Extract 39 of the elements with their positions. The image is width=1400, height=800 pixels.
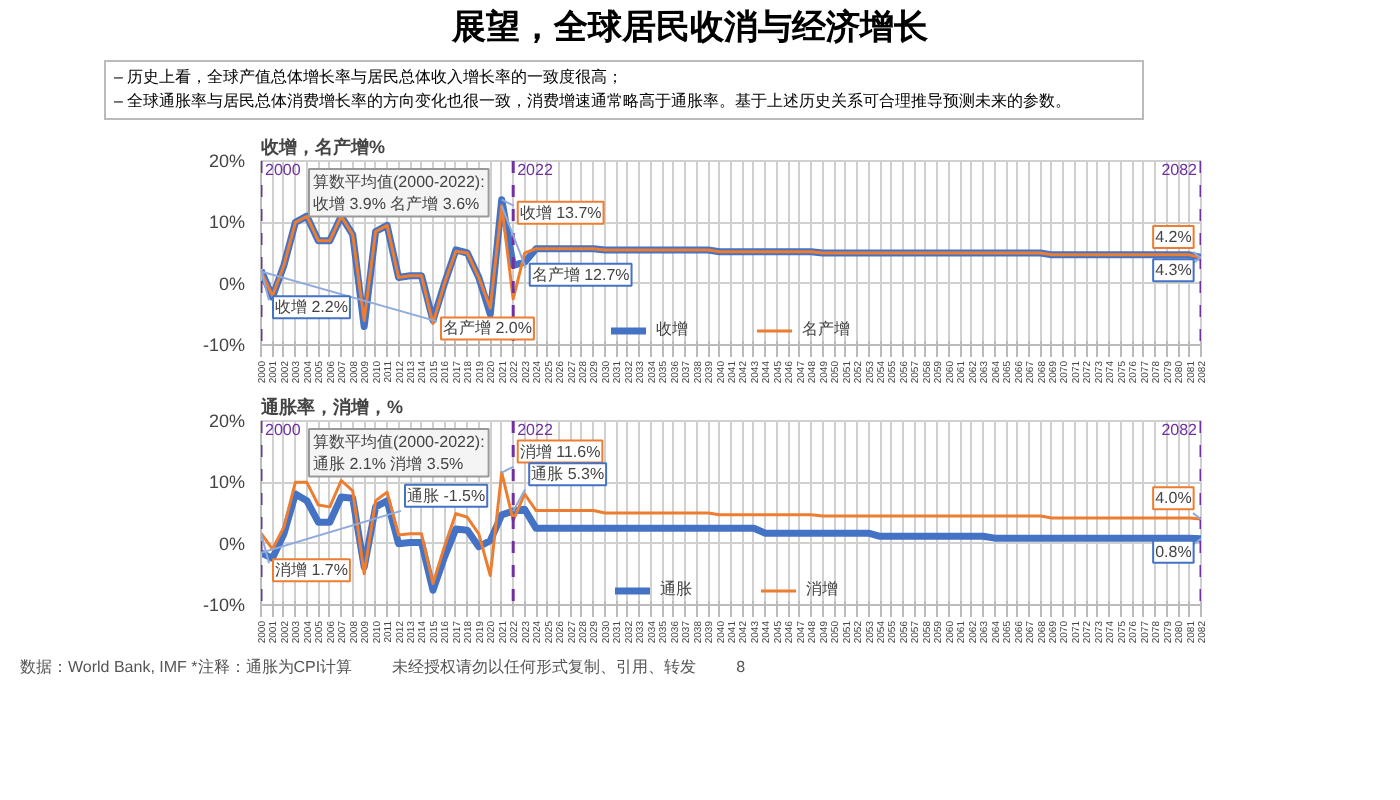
ref-line-label: 2082 <box>1161 161 1199 179</box>
annotation: 通胀 5.3% <box>531 465 605 484</box>
text: 数据：World Bank, IMF *注释：通胀为CPI计算 <box>20 658 353 676</box>
legend-label: 通胀 <box>660 578 694 600</box>
legend-label: 名产增 <box>802 318 850 340</box>
y-axis-title: 通胀率，消增，% <box>259 397 404 417</box>
annotation: 算数平均值(2000-2022): 通胀 2.1% 消增 3.5% <box>313 433 485 473</box>
ref-line-label: 2022 <box>517 421 554 439</box>
legend-label: 消增 <box>806 578 840 600</box>
annotation: 算数平均值(2000-2022): 收增 3.9% 名产增 3.6% <box>313 173 485 213</box>
annotation: 4.3% <box>1155 261 1192 280</box>
annotation: 4.0% <box>1155 489 1192 508</box>
ref-line-label: 2000 <box>265 161 302 179</box>
y-tick-label: 20% <box>208 151 245 171</box>
y-axis-title: 收增，名产增% <box>261 137 386 157</box>
annotation: 消增 1.7% <box>275 561 348 580</box>
annotation: 4.2% <box>1155 227 1192 246</box>
text: – 历史上看，全球产值总体增长率与居民总体收入增长率的一致度很高； – 全球通胀率与居民总体消费增长率的方向变化也很一致，消费增速通常略高于通胀率。基于上述历史关系可合理推导预测未来的参数。 <box>104 60 1144 120</box>
text: 8 <box>736 658 746 676</box>
y-tick-label: -10% <box>202 335 246 355</box>
y-tick-label: 0% <box>218 533 246 554</box>
text: 展望，全球居民收消与经济增长 <box>449 6 930 50</box>
annotation: 名产增 2.0% <box>443 319 532 338</box>
legend-label: 收增 <box>656 318 690 340</box>
annotation: 收增 13.7% <box>519 203 602 222</box>
y-tick-label: -10% <box>202 595 246 615</box>
y-tick-label: 0% <box>218 273 246 294</box>
text: 未经授权请勿以任何形式复制、引用、转发 <box>392 658 697 676</box>
ref-line-label: 2082 <box>1161 421 1199 439</box>
y-tick-label: 10% <box>208 212 245 233</box>
annotation: 消增 11.6% <box>519 442 601 461</box>
y-tick-label: 10% <box>208 472 245 493</box>
annotation: 0.8% <box>1155 542 1192 561</box>
ref-line-label: 2000 <box>265 421 302 439</box>
annotation: 通胀 -1.5% <box>407 486 486 505</box>
annotation: 收增 2.2% <box>275 298 348 317</box>
y-tick-label: 20% <box>208 411 245 431</box>
ref-line-label: 2022 <box>517 161 554 179</box>
annotation: 名产增 12.7% <box>531 265 630 284</box>
